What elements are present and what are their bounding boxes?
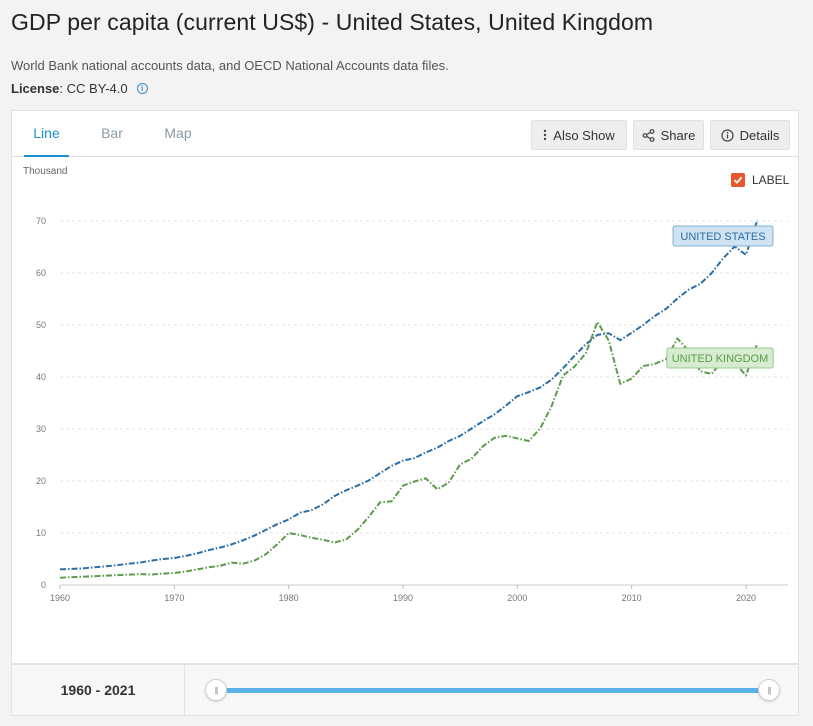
more-vertical-icon [543, 129, 547, 141]
x-tick-label-2010: 2010 [622, 593, 642, 603]
label-toggle-text: LABEL [752, 173, 790, 187]
unit-label: Thousand [23, 166, 68, 177]
tab-bar-chart[interactable]: Bar [101, 125, 123, 141]
also-show-label: Also Show [553, 127, 615, 143]
label-toggle[interactable]: LABEL [731, 173, 789, 187]
line-chart[interactable]: 0 10 20 30 40 50 60 70 1960 1970 1980 1990 2000 2010 2… [12, 158, 798, 664]
range-footer: 1960 - 2021 ||| ||| [11, 664, 799, 716]
y-tick-label-0: 0 [41, 580, 46, 590]
details-label: Details [739, 127, 780, 143]
info-circle-icon [721, 128, 734, 142]
also-show-button[interactable]: Also Show [531, 120, 627, 150]
license-value: : CC BY-4.0 [59, 81, 128, 96]
x-tick-label-2020: 2020 [736, 593, 756, 603]
y-tick-label-70: 70 [36, 216, 46, 226]
y-tick-label-20: 20 [36, 476, 46, 486]
share-button[interactable]: Share [633, 120, 704, 150]
chart-area: Thousand LABEL 0 10 20 30 40 50 60 70 1960 1970 19… [12, 158, 798, 664]
year-range-label: 1960 - 2021 [12, 665, 185, 715]
share-label: Share [660, 127, 696, 143]
series-label-united-states: UNITED STATES [680, 231, 765, 243]
y-tick-label-30: 30 [36, 424, 46, 434]
share-icon [642, 128, 655, 142]
y-tick-label-10: 10 [36, 528, 46, 538]
license-line: License : CC BY-4.0 i [11, 81, 148, 96]
x-tick-label-2000: 2000 [507, 593, 527, 603]
series-label-united-kingdom: UNITED KINGDOM [672, 353, 769, 365]
series-label-box-1 [666, 347, 774, 369]
x-tick-label-1960: 1960 [50, 593, 70, 603]
y-tick-label-60: 60 [36, 268, 46, 278]
range-slider-start-handle[interactable]: ||| [205, 679, 227, 701]
checkbox-checked-icon[interactable] [731, 173, 745, 187]
x-tick-label-1980: 1980 [279, 593, 299, 603]
tab-line[interactable]: Line [24, 111, 69, 157]
license-key: License [11, 81, 60, 96]
page-title: GDP per capita (current US$) - United St… [11, 9, 654, 35]
chart-card: Line Bar Map Also Show [11, 110, 799, 664]
info-icon[interactable]: i [136, 83, 148, 94]
x-tick-label-1970: 1970 [164, 593, 184, 603]
details-button[interactable]: Details [710, 120, 790, 150]
series-label-box-0 [672, 225, 774, 247]
source-note: World Bank national accounts data, and O… [11, 58, 449, 73]
series-line-united-states [59, 219, 759, 571]
y-tick-label-40: 40 [36, 372, 46, 382]
series-line-united-kingdom [59, 320, 759, 579]
range-slider-track[interactable] [217, 688, 770, 693]
tab-bar: Line Bar Map Also Show [12, 111, 798, 157]
range-slider-end-handle[interactable]: ||| [758, 679, 780, 701]
y-tick-label-50: 50 [36, 320, 46, 330]
tab-map[interactable]: Map [164, 125, 192, 141]
x-tick-label-1990: 1990 [393, 593, 413, 603]
